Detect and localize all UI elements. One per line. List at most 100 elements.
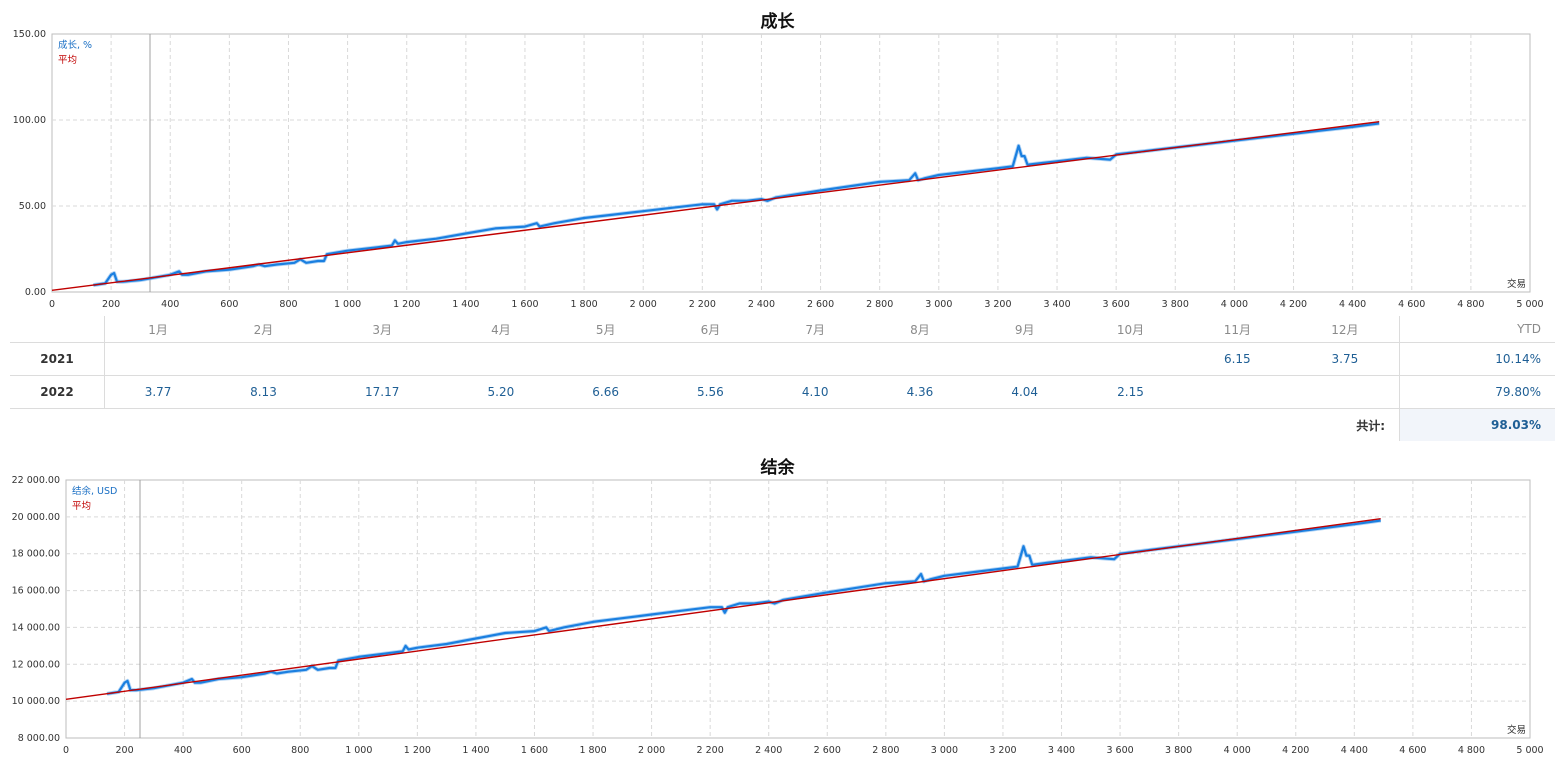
y-tick-label: 8 000.00	[18, 733, 60, 744]
ytd-value: 79.80%	[1399, 375, 1555, 409]
month-header: 3月	[372, 322, 392, 337]
x-tick-label: 3 400	[1043, 299, 1070, 310]
x-tick-label: 3 200	[989, 745, 1016, 756]
returns-row-2021: 2021 6.15 3.75 10.14%	[10, 342, 1555, 376]
x-tick-label: 1 600	[511, 299, 538, 310]
x-tick-label: 4 000	[1221, 299, 1248, 310]
x-tick-label: 2 200	[697, 745, 724, 756]
returns-row-2022: 2022 3.77 8.13 17.17 5.20 6.66 5.56 4.10…	[10, 375, 1555, 409]
x-tick-label: 1 200	[404, 745, 431, 756]
month-header: 10月	[1116, 322, 1145, 337]
x-tick-label: 1 000	[334, 299, 361, 310]
y-tick-label: 16 000.00	[12, 586, 60, 597]
month-value: 5.56	[658, 375, 763, 409]
y-tick-label: 18 000.00	[12, 549, 60, 560]
x-tick-label: 1 000	[345, 745, 372, 756]
month-value	[448, 342, 554, 376]
x-tick-label: 3 800	[1162, 299, 1189, 310]
month-value: 4.36	[867, 375, 973, 409]
x-tick-label: 400	[174, 745, 192, 756]
x-tick-label: 5 000	[1516, 745, 1543, 756]
row-year: 2021	[10, 342, 105, 376]
x-tick-label: 1 600	[521, 745, 548, 756]
growth-chart-title: 成长	[760, 12, 795, 32]
x-tick-label: 2 600	[807, 299, 834, 310]
x-tick-label: 2 400	[755, 745, 782, 756]
month-value: 6.15	[1183, 342, 1291, 376]
y-tick-label: 100.00	[13, 115, 46, 126]
x-tick-label: 400	[161, 299, 179, 310]
x-tick-label: 4 400	[1341, 745, 1368, 756]
ytd-header: YTD	[1399, 316, 1555, 343]
x-tick-label: 0	[49, 299, 55, 310]
x-tick-label: 4 800	[1457, 299, 1484, 310]
month-value: 8.13	[211, 375, 316, 409]
legend-entry: 成长, %	[58, 39, 92, 51]
x-tick-label: 2 200	[689, 299, 716, 310]
month-value	[104, 342, 212, 376]
plot-area	[65, 479, 1531, 739]
x-tick-label: 200	[115, 745, 133, 756]
month-value	[315, 342, 449, 376]
x-tick-label: 3 200	[984, 299, 1011, 310]
month-value	[658, 342, 763, 376]
month-value: 3.75	[1290, 342, 1400, 376]
x-axis-label: 交易	[1507, 724, 1526, 736]
x-tick-label: 1 800	[579, 745, 606, 756]
month-header: 8月	[910, 322, 930, 337]
month-header: 9月	[1014, 322, 1035, 337]
month-header: 5月	[595, 322, 616, 337]
y-tick-label: 14 000.00	[12, 622, 60, 633]
x-tick-label: 1 800	[570, 299, 597, 310]
ytd-value: 10.14%	[1399, 342, 1555, 376]
balance-chart-title: 结余	[760, 458, 795, 478]
x-tick-label: 2 400	[748, 299, 775, 310]
x-tick-label: 3 000	[925, 299, 952, 310]
x-tick-label: 4 200	[1282, 745, 1309, 756]
y-tick-label: 50.00	[19, 201, 46, 212]
series-line-growth	[93, 122, 1380, 287]
month-header: 4月	[491, 322, 511, 337]
x-tick-label: 2 800	[872, 745, 899, 756]
legend-entry: 平均	[72, 500, 91, 512]
month-value	[1183, 375, 1291, 409]
x-tick-label: 1 200	[393, 299, 420, 310]
x-axis-label: 交易	[1507, 278, 1526, 290]
x-tick-label: 2 000	[630, 299, 657, 310]
returns-header-row: 1月 2月 3月 4月 5月 6月 7月 8月 9月 10月 11月 12月 Y…	[10, 316, 1555, 343]
month-value	[762, 342, 868, 376]
y-tick-label: 12 000.00	[12, 659, 60, 670]
month-value: 3.77	[104, 375, 212, 409]
x-tick-label: 3 400	[1048, 745, 1075, 756]
growth-chart: 0 200 400 600 800 1 000 1 200 1 400 1 600 1 800 2 …	[13, 29, 1544, 310]
legend-entry: 结余, USD	[72, 485, 117, 497]
x-tick-label: 600	[233, 745, 251, 756]
x-tick-label: 1 400	[462, 745, 489, 756]
year-header	[10, 316, 105, 343]
x-tick-label: 800	[279, 299, 297, 310]
x-tick-label: 2 000	[638, 745, 665, 756]
month-header: 6月	[700, 322, 721, 337]
month-header: 11月	[1223, 322, 1251, 337]
month-header: 7月	[805, 322, 825, 337]
x-tick-label: 3 000	[931, 745, 958, 756]
month-value	[1290, 375, 1400, 409]
y-tick-label: 22 000.00	[12, 475, 60, 486]
month-value	[1077, 342, 1184, 376]
x-tick-label: 4 400	[1339, 299, 1366, 310]
x-tick-label: 800	[291, 745, 309, 756]
month-value: 2.15	[1077, 375, 1184, 409]
x-tick-label: 4 200	[1280, 299, 1307, 310]
month-value	[211, 342, 316, 376]
month-value: 4.04	[972, 375, 1078, 409]
x-tick-label: 4 800	[1458, 745, 1485, 756]
x-tick-label: 1 400	[452, 299, 479, 310]
x-tick-label: 4 600	[1399, 745, 1426, 756]
y-tick-label: 20 000.00	[12, 512, 60, 523]
month-value: 4.10	[762, 375, 868, 409]
month-value	[972, 342, 1078, 376]
month-value: 5.20	[448, 375, 554, 409]
month-value: 17.17	[315, 375, 449, 409]
x-tick-label: 600	[220, 299, 238, 310]
total-value: 98.03%	[1399, 408, 1555, 441]
